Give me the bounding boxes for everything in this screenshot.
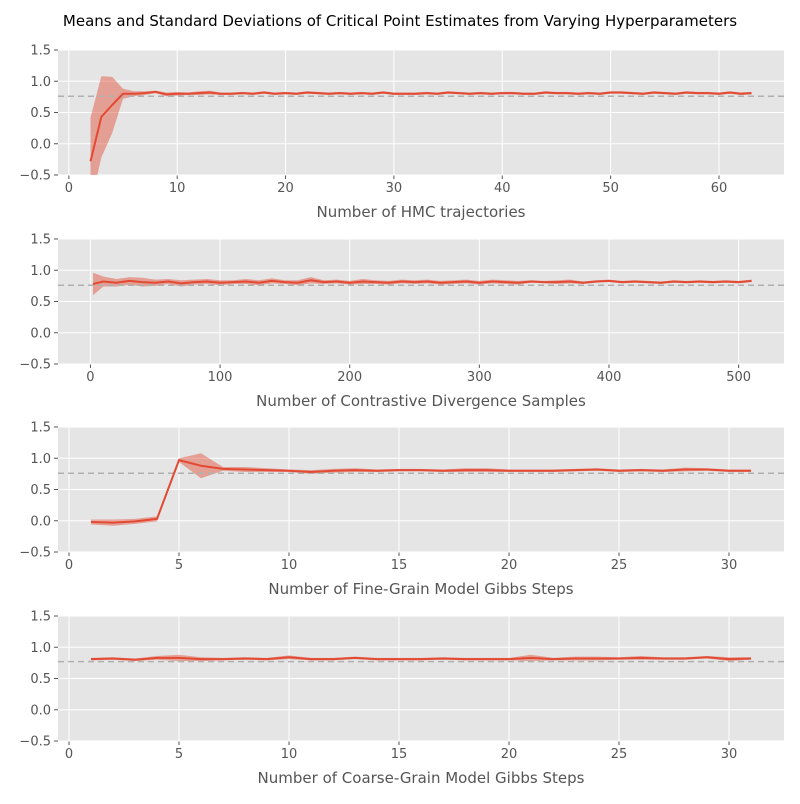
figure-title: Means and Standard Deviations of Critica… bbox=[62, 12, 738, 30]
x-tick-label: 25 bbox=[611, 747, 628, 762]
x-tick-label: 400 bbox=[597, 370, 622, 385]
mean-line bbox=[90, 459, 751, 524]
x-tick-label: 10 bbox=[169, 181, 186, 196]
x-tick-label: 0 bbox=[86, 370, 94, 385]
x-axis-label: Number of Contrastive Divergence Samples bbox=[256, 392, 586, 410]
y-tick-label: 0.5 bbox=[30, 672, 51, 687]
y-tick-label: 1.5 bbox=[30, 233, 51, 248]
x-tick-label: 30 bbox=[721, 558, 738, 573]
x-tick-label: 300 bbox=[467, 370, 492, 385]
mean-line bbox=[89, 90, 752, 162]
x-tick-label: 25 bbox=[611, 558, 628, 573]
y-tick-label: 1.5 bbox=[30, 44, 51, 59]
x-tick-label: 60 bbox=[711, 181, 728, 196]
x-tick-label: 20 bbox=[277, 181, 294, 196]
y-tick-label: 0.0 bbox=[30, 326, 51, 341]
x-tick-label: 40 bbox=[494, 181, 511, 196]
y-tick-label: 0.5 bbox=[30, 483, 51, 498]
y-tick-label: 1.5 bbox=[30, 421, 51, 436]
x-tick-label: 5 bbox=[175, 558, 183, 573]
std-band bbox=[91, 453, 751, 526]
y-tick-label: 0.0 bbox=[30, 137, 51, 152]
y-tick-label: 1.5 bbox=[30, 610, 51, 625]
y-tick-label: 1.0 bbox=[30, 452, 51, 467]
x-tick-label: 50 bbox=[602, 181, 619, 196]
y-tick-label: 1.0 bbox=[30, 264, 51, 279]
y-tick-label: 0.0 bbox=[30, 514, 51, 529]
y-tick-label: −0.5 bbox=[19, 735, 51, 750]
x-tick-label: 0 bbox=[65, 181, 73, 196]
y-tick-label: −0.5 bbox=[19, 358, 51, 373]
x-axis-label: Number of Fine-Grain Model Gibbs Steps bbox=[268, 580, 573, 598]
y-tick-label: −0.5 bbox=[19, 169, 51, 184]
x-tick-label: 0 bbox=[65, 558, 73, 573]
x-tick-label: 200 bbox=[337, 370, 362, 385]
x-axis-label: Number of HMC trajectories bbox=[316, 203, 525, 221]
panel-2: 0 100 200 300 400 500 −0.5 0.0 0.5 1.0 1.5 Number o… bbox=[19, 233, 784, 410]
mean-line bbox=[90, 656, 752, 661]
panel-3: 0 5 10 15 20 25 30 −0.5 0.0 0.5 1.0 1.5 Number of Fi… bbox=[19, 421, 784, 598]
y-tick-label: 0.5 bbox=[30, 295, 51, 310]
panel-4: 0 5 10 15 20 25 30 −0.5 0.0 0.5 1.0 1.5 Number of Co… bbox=[19, 610, 784, 787]
x-axis-label: Number of Coarse-Grain Model Gibbs Steps bbox=[258, 769, 585, 787]
x-tick-label: 20 bbox=[501, 558, 518, 573]
x-tick-label: 100 bbox=[208, 370, 233, 385]
x-tick-label: 15 bbox=[391, 747, 408, 762]
x-tick-label: 30 bbox=[386, 181, 403, 196]
x-tick-label: 30 bbox=[721, 747, 738, 762]
x-tick-label: 15 bbox=[391, 558, 408, 573]
y-tick-label: 1.0 bbox=[30, 75, 51, 90]
y-tick-label: 1.0 bbox=[30, 641, 51, 656]
mean-line bbox=[92, 279, 752, 285]
x-tick-label: 0 bbox=[65, 747, 73, 762]
x-tick-label: 500 bbox=[726, 370, 751, 385]
y-tick-label: 0.5 bbox=[30, 106, 51, 121]
y-tick-label: 0.0 bbox=[30, 703, 51, 718]
panel-1: 0 10 20 30 40 50 60 −0.5 0.0 0.5 1.0 1.5 Number of H… bbox=[19, 44, 784, 221]
y-tick-label: −0.5 bbox=[19, 546, 51, 561]
std-band bbox=[93, 272, 752, 296]
x-tick-label: 10 bbox=[281, 747, 298, 762]
x-tick-label: 10 bbox=[281, 558, 298, 573]
x-tick-label: 5 bbox=[175, 747, 183, 762]
x-tick-label: 20 bbox=[501, 747, 518, 762]
